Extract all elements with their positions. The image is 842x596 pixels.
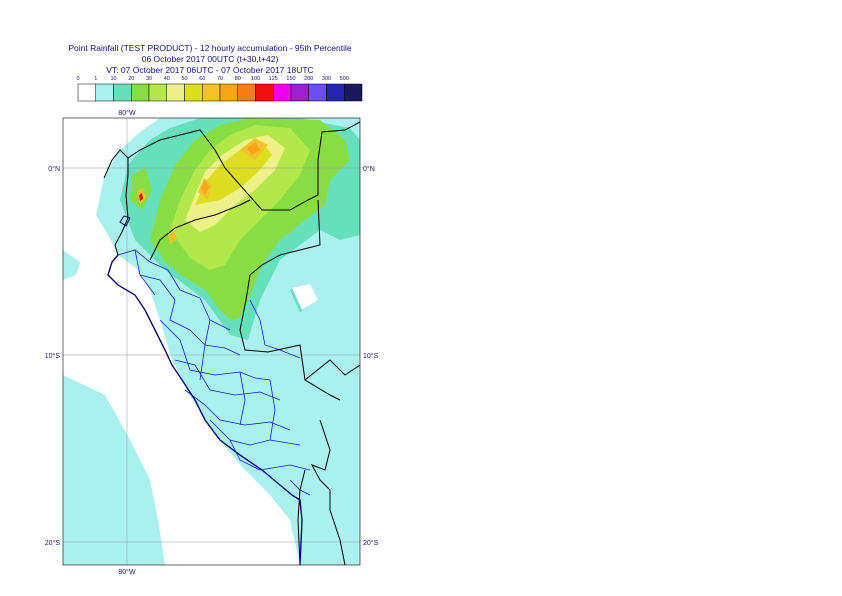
country-borders (103, 121, 360, 565)
lon-label-bottom: 80°W (118, 568, 136, 576)
lat-label-right-20: 20°S (363, 539, 379, 547)
legend-tick-label: 40 (164, 76, 170, 82)
coastline (107, 254, 303, 565)
lat-label-right-0: 0°N (363, 165, 375, 173)
legend-tick-label: 100 (251, 76, 260, 82)
legend-tick-label: 150 (286, 76, 295, 82)
legend-tick-label: 500 (340, 76, 349, 82)
map-title: Point Rainfall (TEST PRODUCT) - 12 hourl… (68, 43, 352, 53)
legend-tick-label: 20 (128, 76, 134, 82)
lon-label-top: 80°W (118, 109, 136, 117)
legend-tick-label: 0 (76, 76, 79, 82)
lat-label-left-0: 0°N (48, 165, 60, 173)
legend-tick-label: 30 (146, 76, 152, 82)
map-valid-time: VT: 07 October 2017 06UTC - 07 October 2… (106, 65, 314, 75)
legend-tick-label: 200 (304, 76, 313, 82)
legend-tick-label: 80 (235, 76, 241, 82)
lat-label-right-10: 10°S (363, 352, 379, 360)
legend-tick-label: 70 (217, 76, 223, 82)
legend-swatch (344, 83, 363, 102)
legend-tick-label: 10 (110, 76, 116, 82)
map-frame (62, 117, 361, 566)
legend-tick-label: 60 (199, 76, 205, 82)
legend-tick-label: 1 (94, 76, 97, 82)
legend-tick-label: 300 (322, 76, 331, 82)
legend-tick-label: 50 (181, 76, 187, 82)
lat-label-left-20: 20°S (45, 539, 61, 547)
lat-label-left-10: 10°S (45, 352, 61, 360)
map-run-time: 06 October 2017 00UTC (t+30,t+42) (141, 54, 279, 64)
color-legend: 0 1 10 20 30 40 50 60 70 80 100 125 150 200 300 500 (76, 76, 363, 102)
legend-tick-label: 125 (269, 76, 278, 82)
